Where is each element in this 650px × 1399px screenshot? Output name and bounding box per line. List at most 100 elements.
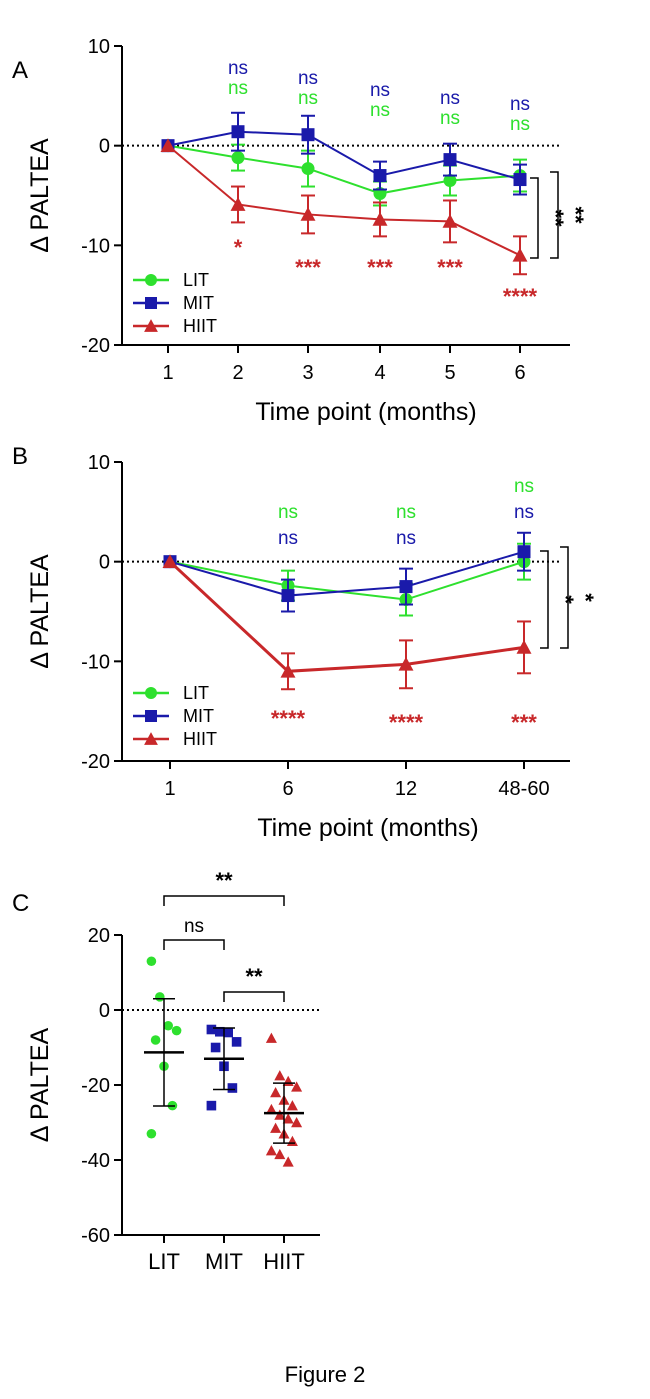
x-tick-label: 6 (514, 362, 525, 384)
significance-lit: ns (278, 502, 298, 523)
data-point-hiit (162, 554, 178, 569)
y-tick-label: 20 (88, 925, 110, 947)
comparison-bracket (530, 177, 539, 259)
significance-hiit: *** (367, 255, 393, 280)
data-point-mit (227, 1083, 238, 1093)
y-axis-label: Δ PALTEA (26, 554, 54, 669)
legend-marker-lit (145, 274, 157, 286)
significance-mit: ns (510, 94, 530, 115)
comparison-bracket (550, 171, 559, 259)
y-tick-label: -20 (81, 751, 110, 773)
data-point-hiit (282, 1113, 294, 1124)
panel-label: B (12, 443, 28, 470)
data-point-lit (171, 1025, 182, 1036)
significance-hiit: *** (437, 255, 463, 280)
data-point-hiit (274, 1148, 286, 1160)
data-point-mit (373, 169, 387, 183)
y-tick-label: 0 (99, 552, 110, 574)
bracket-label: ** (563, 206, 588, 224)
y-tick-label: 0 (99, 136, 110, 158)
x-tick-label: MIT (205, 1249, 243, 1274)
data-point-mit (281, 589, 295, 603)
data-point-mit (231, 125, 245, 139)
panel-b: B 10 0 -10 -20 1 6 12 48-60 Δ PALTEA Time point (m… (12, 443, 598, 842)
data-point-hiit (291, 1116, 303, 1128)
significance-hiit: * (234, 235, 243, 260)
x-tick-label: 12 (395, 778, 417, 800)
x-tick-label: 4 (374, 362, 385, 384)
comparison-bracket (560, 546, 569, 649)
data-point-lit (146, 956, 157, 967)
significance-mit: ns (370, 80, 390, 101)
data-point-lit (146, 1128, 157, 1139)
series-mit (161, 111, 527, 196)
significance-hiit: **** (389, 710, 424, 735)
significance-lit: ns (370, 100, 390, 121)
data-point-hiit (512, 247, 528, 262)
data-point-lit (443, 174, 457, 188)
x-tick-label: HIIT (263, 1249, 305, 1274)
bracket-label: ** (245, 964, 263, 989)
data-point-mit (210, 1042, 221, 1053)
x-tick-label: 2 (232, 362, 243, 384)
x-tick-label: 3 (302, 362, 313, 384)
x-axis-label: Time point (months) (257, 814, 478, 842)
comparison-bracket (540, 550, 549, 649)
data-point-lit (163, 1020, 173, 1031)
legend-marker-hiit (144, 319, 158, 332)
series-hiit (162, 554, 532, 691)
figure-caption: Figure 2 (284, 1362, 366, 1387)
data-point-hiit (265, 1145, 277, 1156)
series-line-lit (167, 144, 521, 195)
legend-label-mit: MIT (183, 293, 214, 313)
significance-mit: ns (278, 528, 298, 549)
y-tick-label: -10 (81, 235, 110, 257)
data-point-mit (301, 128, 315, 142)
data-point-hiit (372, 211, 388, 226)
data-point-hiit (291, 1081, 303, 1092)
series-lit (163, 542, 531, 617)
legend-marker-lit (145, 687, 157, 699)
panel-a: A 10 0 -10 -20 1 2 3 4 5 6 Δ PALTEA Time point (mont… (12, 36, 588, 426)
y-tick-label: 10 (88, 36, 110, 58)
data-point-hiit (398, 656, 414, 671)
bracket-label: * (573, 593, 598, 602)
x-tick-label: 6 (282, 778, 293, 800)
panel-c: C 20 0 -20 -40 -60 LIT MIT HIIT Δ PALTEA ns ** ** (12, 868, 320, 1274)
series-lit (161, 139, 527, 207)
data-point-hiit (274, 1070, 286, 1081)
x-axis-label: Time point (months) (255, 398, 476, 426)
data-point-hiit (300, 206, 316, 221)
significance-mit: ns (396, 528, 416, 549)
data-point-hiit (442, 213, 458, 228)
significance-lit: ns (440, 108, 460, 129)
significance-hiit: *** (295, 255, 321, 280)
group-lit (144, 956, 184, 1139)
y-tick-label: -10 (81, 651, 110, 673)
data-point-hiit (516, 639, 532, 654)
data-point-hiit (270, 1086, 282, 1098)
data-point-hiit (230, 196, 246, 211)
group-mit (204, 1024, 244, 1111)
series-hiit (160, 138, 528, 276)
significance-mit: ns (440, 88, 460, 109)
panel-label: C (12, 890, 29, 917)
significance-hiit: **** (271, 706, 306, 731)
data-point-mit (231, 1037, 242, 1047)
significance-mit: ns (514, 502, 534, 523)
data-point-hiit (160, 138, 176, 153)
data-point-lit (301, 162, 315, 176)
significance-lit: ns (396, 502, 416, 523)
significance-lit: ns (510, 114, 530, 135)
series-line-mit (167, 130, 521, 181)
legend-marker-mit (145, 297, 157, 309)
comparison-bracket (163, 939, 225, 950)
comparison-bracket (223, 991, 285, 1002)
y-axis-label: Δ PALTEA (26, 138, 54, 253)
series-line-hiit (167, 144, 521, 257)
data-point-mit (517, 545, 531, 559)
comparison-bracket (163, 895, 285, 906)
legend-label-lit: LIT (183, 270, 209, 290)
y-tick-label: -40 (81, 1150, 110, 1172)
